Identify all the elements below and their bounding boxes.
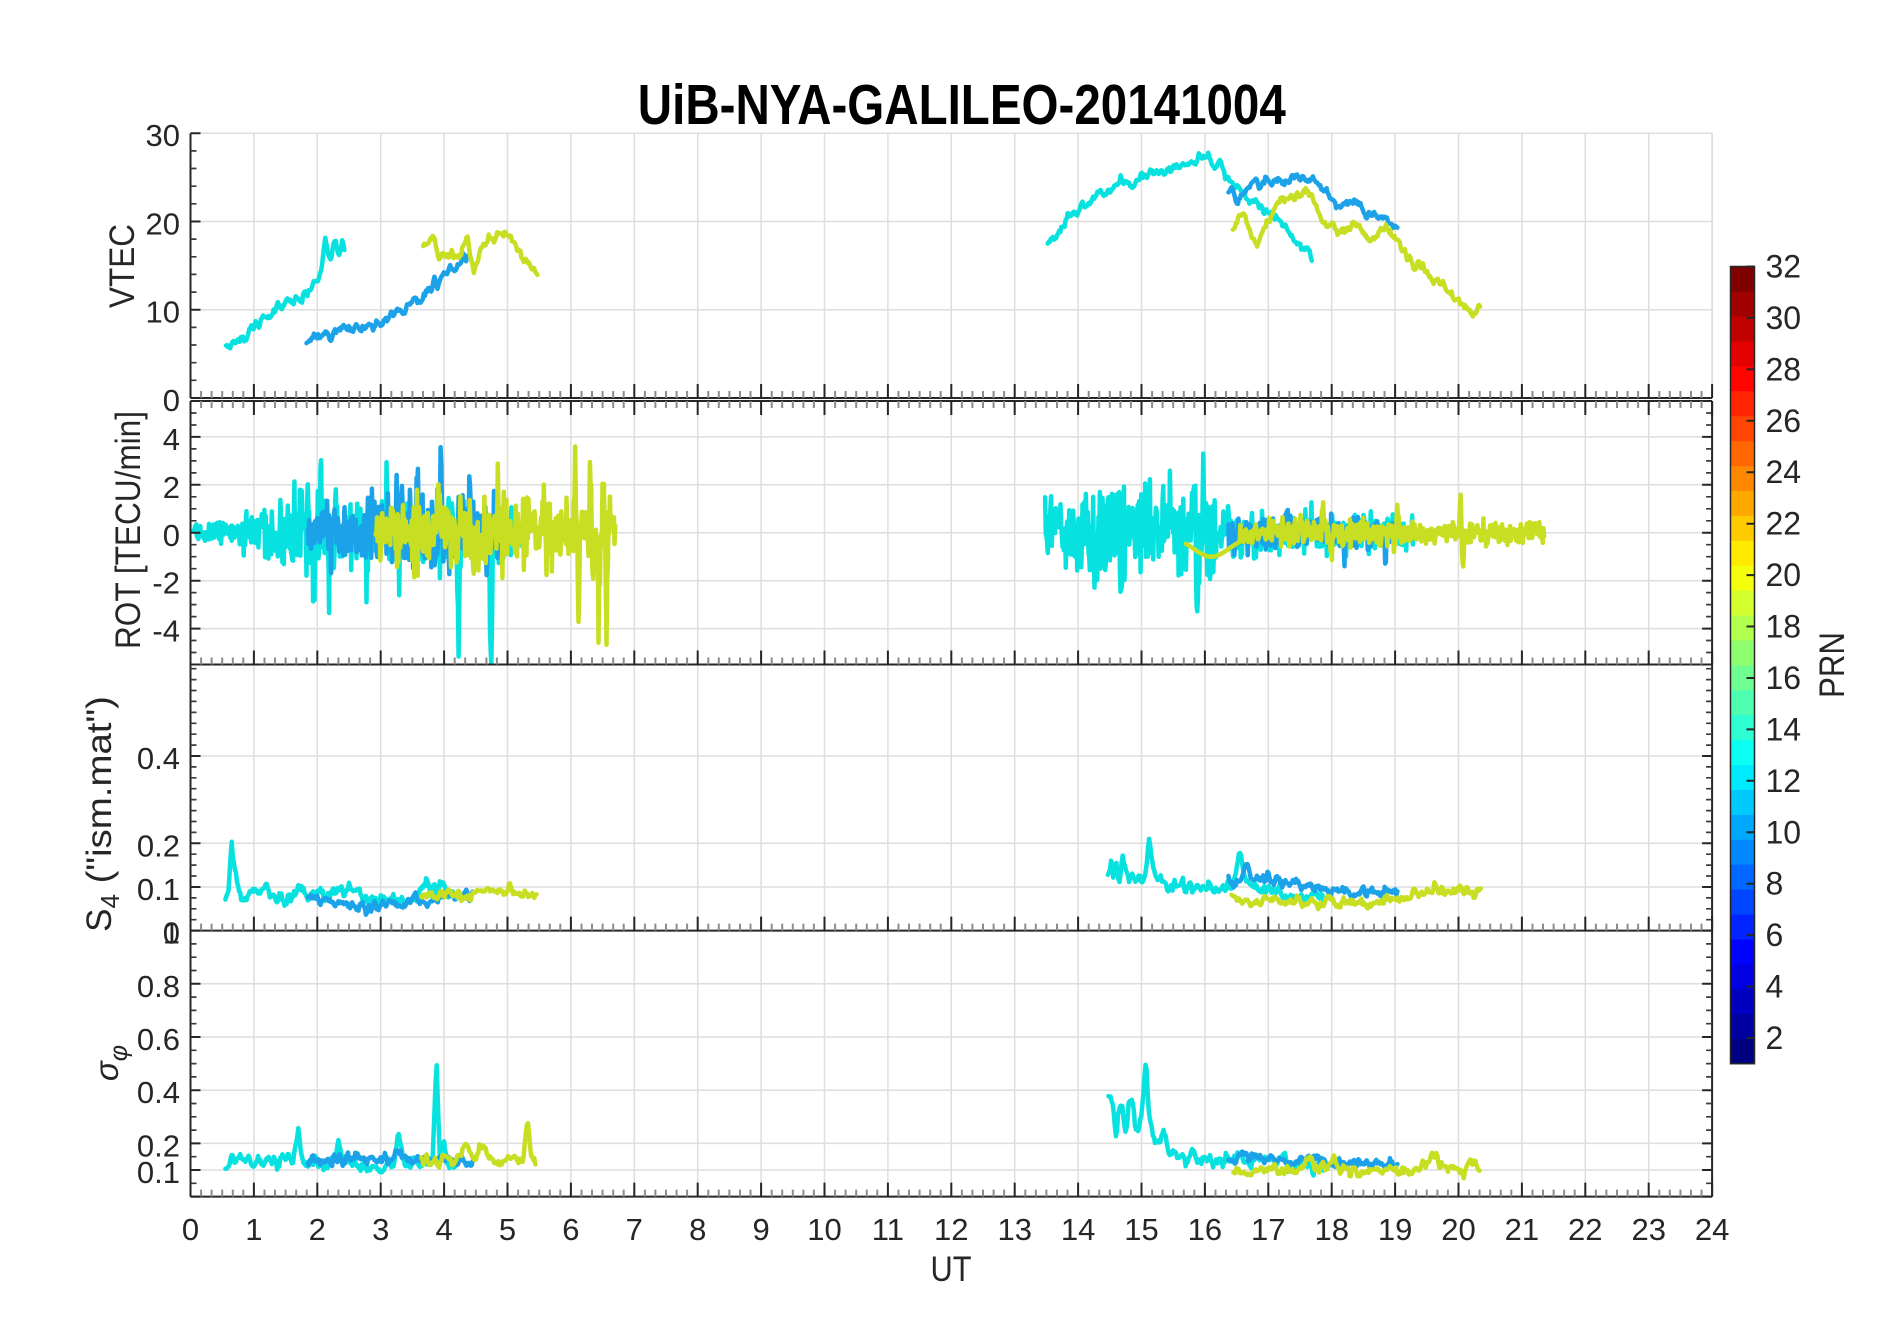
svg-text:28: 28 xyxy=(1766,351,1802,387)
svg-text:21: 21 xyxy=(1505,1212,1539,1247)
svg-text:UT: UT xyxy=(931,1250,972,1289)
svg-text:19: 19 xyxy=(1378,1212,1412,1247)
svg-text:4: 4 xyxy=(435,1212,452,1247)
svg-text:14: 14 xyxy=(1766,711,1802,747)
svg-text:2: 2 xyxy=(163,470,180,505)
svg-text:0.2: 0.2 xyxy=(137,828,180,863)
svg-text:0.4: 0.4 xyxy=(137,1075,180,1110)
svg-text:PRN: PRN xyxy=(1813,632,1852,698)
svg-text:18: 18 xyxy=(1314,1212,1348,1247)
svg-text:8: 8 xyxy=(1766,866,1784,902)
svg-text:17: 17 xyxy=(1251,1212,1285,1247)
svg-text:10: 10 xyxy=(146,295,180,330)
svg-text:7: 7 xyxy=(626,1212,643,1247)
svg-text:0: 0 xyxy=(163,383,180,418)
svg-text:26: 26 xyxy=(1766,403,1802,439)
svg-text:0.6: 0.6 xyxy=(137,1022,180,1057)
svg-text:0.8: 0.8 xyxy=(137,969,180,1004)
svg-text:0.1: 0.1 xyxy=(137,872,180,907)
svg-text:8: 8 xyxy=(689,1212,706,1247)
svg-text:23: 23 xyxy=(1631,1212,1665,1247)
svg-text:4: 4 xyxy=(163,422,180,457)
svg-text:9: 9 xyxy=(752,1212,769,1247)
svg-text:20: 20 xyxy=(1766,557,1802,593)
svg-text:13: 13 xyxy=(997,1212,1031,1247)
svg-text:5: 5 xyxy=(499,1212,516,1247)
svg-text:-2: -2 xyxy=(152,566,180,601)
svg-text:UiB-NYA-GALILEO-20141004: UiB-NYA-GALILEO-20141004 xyxy=(638,73,1286,137)
svg-text:VTEC: VTEC xyxy=(103,224,142,308)
svg-text:22: 22 xyxy=(1568,1212,1602,1247)
svg-text:14: 14 xyxy=(1061,1212,1095,1247)
svg-text:0: 0 xyxy=(163,518,180,553)
svg-text:32: 32 xyxy=(1766,249,1802,285)
svg-text:30: 30 xyxy=(146,118,180,153)
svg-text:15: 15 xyxy=(1124,1212,1158,1247)
svg-text:10: 10 xyxy=(1766,814,1802,850)
svg-text:11: 11 xyxy=(872,1212,904,1247)
svg-text:16: 16 xyxy=(1188,1212,1222,1247)
svg-text:6: 6 xyxy=(1766,917,1784,953)
svg-text:0.2: 0.2 xyxy=(137,1128,180,1163)
svg-text:2: 2 xyxy=(1766,1020,1784,1056)
svg-text:20: 20 xyxy=(1441,1212,1475,1247)
svg-text:12: 12 xyxy=(934,1212,968,1247)
svg-text:18: 18 xyxy=(1766,609,1802,645)
svg-text:ROT [TECU/min]: ROT [TECU/min] xyxy=(109,411,148,649)
svg-text:24: 24 xyxy=(1695,1212,1729,1247)
svg-text:0: 0 xyxy=(182,1212,199,1247)
svg-text:22: 22 xyxy=(1766,506,1802,542)
svg-text:4: 4 xyxy=(1766,969,1784,1005)
svg-text:3: 3 xyxy=(372,1212,389,1247)
svg-text:20: 20 xyxy=(146,207,180,242)
svg-text:30: 30 xyxy=(1766,300,1802,336)
svg-text:0.4: 0.4 xyxy=(137,741,180,776)
svg-text:24: 24 xyxy=(1766,454,1802,490)
svg-text:6: 6 xyxy=(562,1212,579,1247)
svg-text:2: 2 xyxy=(309,1212,326,1247)
svg-text:-4: -4 xyxy=(152,614,180,649)
svg-text:10: 10 xyxy=(807,1212,841,1247)
svg-text:0: 0 xyxy=(163,916,180,951)
svg-text:1: 1 xyxy=(245,1212,262,1247)
svg-text:12: 12 xyxy=(1766,763,1802,799)
svg-text:16: 16 xyxy=(1766,660,1802,696)
svg-text:0.1: 0.1 xyxy=(137,1155,180,1190)
svg-text:1: 1 xyxy=(163,916,180,951)
svg-text:S4 ("ism.mat"): S4 ("ism.mat") xyxy=(80,696,125,932)
